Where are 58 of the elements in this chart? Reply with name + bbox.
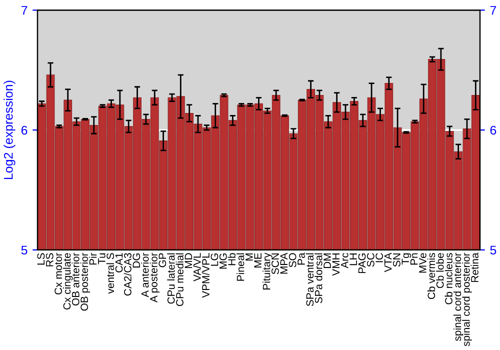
x-tick-label: SCN [272, 254, 279, 274]
x-tick-label: MD [184, 253, 192, 268]
x-tick-label: OB anterior [72, 252, 80, 306]
x-tick-label: VMH [332, 254, 340, 276]
x-tick-label: CPu lateral [167, 253, 175, 304]
y2-tick-label: 5 [490, 246, 496, 255]
x-tick-label: Pineal [236, 253, 244, 281]
x-tick-label: Cb nucleus [444, 253, 452, 304]
x-tick-label: Cb vermis [427, 253, 436, 300]
x-tick-label: Hb [228, 253, 236, 266]
x-tick-label: SN [392, 254, 400, 267]
x-tick-label: CPu medial [176, 253, 184, 306]
x-tick-label: LS [37, 253, 45, 265]
x-tick-label: Pa [298, 252, 305, 265]
x-tick-label: OB posterior [80, 252, 90, 311]
x-tick-label: spinal cord anterior [453, 252, 464, 341]
x-tick-label: LH [350, 254, 357, 266]
x-tick-label: PAG [358, 253, 366, 274]
x-tick-label: SO [288, 253, 296, 268]
y-tick-label: 5 [21, 246, 28, 255]
x-tick-label: Cb lobe [436, 253, 444, 288]
x-tick-label: VA/VL [193, 253, 201, 282]
x-tick-label: Tu [98, 253, 106, 264]
x-tick-label: Arc [341, 252, 348, 268]
x-tick-label: MPA [280, 252, 288, 274]
x-tick-label: SPa ventral [306, 253, 314, 306]
x-tick-label: ventral S [106, 253, 114, 294]
x-tick-label: ME [254, 253, 262, 268]
x-tick-label: MG [219, 253, 227, 269]
x-tick-label: M [246, 254, 253, 260]
y-axis-title: Log2 (expression) [4, 80, 16, 180]
x-tick-label: Cx motor [54, 252, 62, 294]
x-tick-label: spinal cord posterior [462, 252, 472, 346]
y2-tick-label: 7 [490, 6, 496, 15]
x-tick-label: RS [46, 253, 54, 266]
x-tick-label: SC [366, 253, 374, 267]
x-tick-label: CA1 [115, 253, 123, 272]
x-tick-label: Tg [402, 253, 412, 265]
x-tick-label: Pituitary [262, 252, 272, 290]
x-tick-label: GP [158, 253, 166, 268]
x-tick-label: IC [376, 253, 384, 262]
x-tick-label: VTA [384, 252, 392, 272]
y2-tick-label: 6 [490, 126, 496, 135]
x-tick-label: A anterior [141, 252, 149, 298]
x-tick-label: Pn [410, 253, 418, 265]
y-tick-label: 6 [21, 126, 28, 135]
x-tick-label: CA2/CA3 [124, 253, 132, 296]
x-tick-label: Pir [89, 252, 97, 265]
x-tick-label: DM [324, 254, 331, 268]
y-tick-label: 7 [21, 6, 28, 15]
x-tick-label: LG [210, 253, 218, 266]
x-tick-label: MVe [419, 253, 426, 273]
x-tick-label: A posterior [150, 252, 160, 302]
x-tick-label: Cx cingulate [63, 253, 73, 310]
x-tick-label: DG [132, 253, 140, 268]
x-tick-label: SPa dorsal [314, 253, 322, 304]
x-tick-label: Retina [470, 252, 478, 282]
x-tick-label: VPM/VPL [202, 253, 210, 298]
